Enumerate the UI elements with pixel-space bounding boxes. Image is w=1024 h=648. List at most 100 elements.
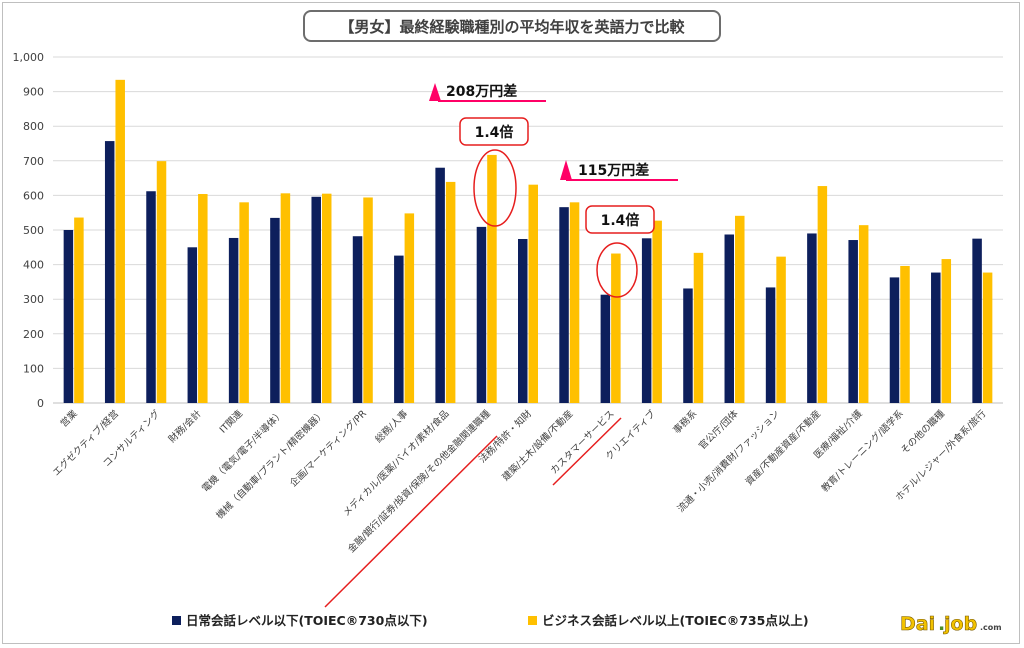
bar-series1: [600, 294, 611, 403]
y-tick-label: 600: [23, 189, 44, 202]
x-tick-label: 資産/不動産資産/不動産: [743, 408, 823, 488]
annotation-ratio-2-box: [585, 205, 655, 234]
bar-series1: [435, 167, 445, 403]
bar-series1: [270, 217, 280, 403]
bar-series1: [63, 230, 74, 403]
annotation-diff-1: 208万円差: [429, 83, 546, 102]
bar-series1: [683, 288, 693, 403]
x-tick-label: 官公庁/団体: [696, 407, 741, 452]
bar-series1: [972, 238, 982, 403]
y-tick-label: 300: [23, 293, 44, 306]
bar-series2: [611, 253, 621, 403]
bar-series2: [239, 202, 249, 403]
bar-series2: [445, 181, 456, 403]
bar-series2: [487, 154, 497, 403]
y-tick-label: 700: [23, 155, 44, 168]
category-underline-customer: [552, 417, 622, 486]
bar-series2: [900, 265, 910, 403]
bar-series1: [104, 141, 115, 403]
legend-swatch-series2: [528, 616, 537, 625]
annotation-diff-1-text: 208万円差: [446, 83, 517, 100]
bar-series1: [931, 272, 941, 403]
legend-label-series1: 日常会話レベル以下(TOIEC®730点以下): [186, 613, 428, 628]
highlight-circle-1: [473, 149, 517, 227]
bar-series1: [228, 237, 239, 403]
bar-series1: [352, 236, 363, 403]
y-tick-label: 1,000: [13, 51, 45, 64]
bar-series2: [817, 186, 828, 403]
bar-series2: [404, 213, 415, 403]
y-tick-label: 900: [23, 86, 44, 99]
annotation-diff-2-text: 115万円差: [578, 162, 649, 179]
bar-series2: [156, 161, 167, 403]
logo-text-job: job: [943, 613, 977, 635]
bar-series2: [652, 220, 662, 403]
x-tick-label: 金融/銀行/証券/投資/保険/その他金融関連職種: [345, 407, 493, 555]
bar-series1: [724, 234, 735, 403]
bar-series2: [941, 259, 952, 403]
triangle-marker-icon: [560, 160, 572, 180]
bar-series2: [693, 252, 704, 403]
annotation-ratio-1: 1.4倍: [459, 117, 529, 227]
bar-series2: [321, 193, 332, 403]
x-tick-label: 総務/人事: [373, 407, 411, 445]
annotation-ratio-2: 1.4倍: [585, 205, 655, 298]
bar-series2: [735, 215, 745, 403]
grid-lines: [53, 56, 1003, 404]
bar-series1: [311, 196, 321, 403]
bar-series2: [569, 202, 580, 403]
bar-series1: [559, 207, 569, 403]
logo-text-suffix: .com: [980, 623, 1002, 632]
legend: 日常会話レベル以下(TOIEC®730点以下) ビジネス会話レベル以上(TOIE…: [172, 613, 809, 628]
bar-series1: [146, 191, 156, 403]
chart-title: 【男女】最終経験職種別の平均年収を英語力で比較: [303, 10, 721, 42]
x-tick-label: 電機（電気/電子/半導体）: [199, 408, 286, 495]
annotation-diff-2: 115万円差: [560, 160, 678, 181]
bar-series1: [807, 233, 817, 403]
bar-series2: [982, 272, 993, 403]
annotation-ratio-1-text: 1.4倍: [475, 124, 514, 141]
y-tick-label: 500: [23, 224, 44, 237]
bar-series1: [848, 240, 858, 403]
x-tick-label: 財務/会計: [166, 407, 204, 445]
bar-series1: [641, 238, 652, 403]
bar-series2: [198, 194, 208, 403]
y-tick-label: 100: [23, 362, 44, 375]
annotation-ratio-2-text: 1.4倍: [601, 212, 640, 229]
legend-label-series2: ビジネス会話レベル以上(TOIEC®735点以上): [542, 613, 809, 628]
bar-series1: [765, 287, 776, 403]
y-tick-label: 200: [23, 328, 44, 341]
bars: [63, 79, 993, 403]
bar-series2: [363, 197, 373, 403]
y-tick-label: 400: [23, 259, 44, 272]
y-tick-label: 800: [23, 120, 44, 133]
x-tick-label: 事務系: [671, 408, 700, 437]
y-tick-labels: 0 100 200 300 400 500 600 700 800 900 1,000: [13, 51, 45, 410]
bar-series2: [280, 193, 291, 403]
bar-series2: [115, 79, 125, 403]
legend-swatch-series1: [172, 616, 181, 625]
x-tick-label: 営業: [58, 407, 80, 429]
logo-text-dot: .: [938, 613, 945, 635]
bar-series1: [518, 238, 528, 403]
x-tick-label: 企画/マーケティング/PR: [287, 407, 369, 489]
daijob-logo: Dai . job .com: [900, 613, 1002, 636]
x-tick-label: 建築/土木/設備/不動産: [500, 408, 576, 484]
category-underline-finance: [324, 435, 498, 608]
logo-text-dai: Dai: [900, 613, 935, 635]
x-tick-label: 教育/トレーニング/語学系: [819, 408, 906, 495]
bar-series1: [889, 277, 900, 403]
bar-series1: [394, 255, 404, 403]
bar-series2: [74, 217, 84, 403]
triangle-marker-icon: [429, 83, 441, 101]
bar-series1: [476, 226, 487, 403]
bar-series2: [776, 256, 786, 403]
bar-series2: [528, 184, 538, 403]
y-tick-label: 0: [37, 397, 44, 410]
highlight-circle-2: [596, 242, 638, 298]
annotation-ratio-1-box: [459, 117, 529, 146]
bar-series1: [187, 247, 198, 403]
